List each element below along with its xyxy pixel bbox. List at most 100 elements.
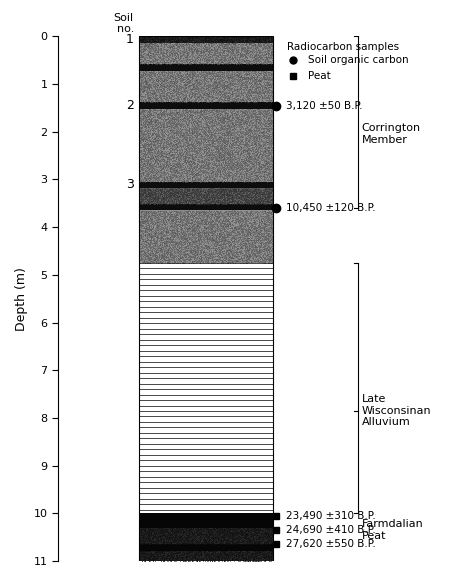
Point <box>260 173 267 183</box>
Point <box>210 531 217 541</box>
Point <box>205 550 212 559</box>
Point <box>233 228 240 237</box>
Point <box>148 151 155 160</box>
Point <box>141 208 149 218</box>
Point <box>183 225 190 235</box>
Point <box>149 198 156 207</box>
Point <box>243 171 251 180</box>
Point <box>236 115 243 124</box>
Point <box>247 553 254 562</box>
Point <box>223 77 230 86</box>
Point <box>266 162 273 172</box>
Point <box>262 139 270 148</box>
Point <box>256 244 264 254</box>
Point <box>186 153 193 162</box>
Point <box>146 81 153 90</box>
Point <box>185 134 193 143</box>
Point <box>228 168 235 177</box>
Point <box>202 130 209 139</box>
Point <box>207 51 214 60</box>
Point <box>245 224 252 233</box>
Point <box>151 133 158 142</box>
Point <box>222 36 229 45</box>
Point <box>194 66 201 76</box>
Point <box>246 228 253 237</box>
Point <box>219 95 226 105</box>
Point <box>175 44 182 53</box>
Point <box>260 128 267 137</box>
Point <box>180 199 188 208</box>
Point <box>145 221 153 230</box>
Point <box>157 43 164 52</box>
Point <box>171 49 178 58</box>
Point <box>194 538 201 548</box>
Point <box>162 158 169 167</box>
Point <box>182 207 189 216</box>
Point <box>230 136 237 145</box>
Point <box>236 554 243 563</box>
Point <box>174 241 181 250</box>
Point <box>170 256 177 265</box>
Point <box>175 93 182 102</box>
Point <box>136 155 144 164</box>
Point <box>189 175 197 184</box>
Point <box>197 548 204 557</box>
Point <box>156 141 163 150</box>
Point <box>189 191 196 201</box>
Point <box>175 171 182 180</box>
Point <box>255 247 262 256</box>
Point <box>149 76 156 85</box>
Point <box>181 34 188 44</box>
Point <box>239 160 247 169</box>
Point <box>154 173 161 183</box>
Point <box>207 113 214 122</box>
Point <box>250 133 257 143</box>
Point <box>148 526 156 535</box>
Point <box>179 104 186 113</box>
Point <box>167 155 175 164</box>
Point <box>213 255 220 265</box>
Point <box>267 197 274 207</box>
Point <box>213 218 220 228</box>
Point <box>203 131 211 140</box>
Point <box>172 184 180 193</box>
Point <box>188 211 195 221</box>
Point <box>185 195 193 204</box>
Point <box>210 553 217 562</box>
Point <box>176 548 183 557</box>
Point <box>189 245 196 254</box>
Point <box>198 124 206 133</box>
Point <box>158 50 165 59</box>
Point <box>159 533 166 542</box>
Point <box>174 207 181 217</box>
Point <box>153 210 160 219</box>
Point <box>184 555 191 564</box>
Point <box>234 51 241 61</box>
Point <box>144 246 151 255</box>
Point <box>142 251 149 260</box>
Point <box>214 212 221 222</box>
Point <box>191 37 198 47</box>
Point <box>179 186 186 195</box>
Point <box>174 113 181 123</box>
Point <box>257 148 264 158</box>
Point <box>243 97 251 106</box>
Point <box>265 229 272 239</box>
Point <box>205 155 212 164</box>
Point <box>145 222 152 232</box>
Point <box>261 139 268 148</box>
Point <box>167 184 174 193</box>
Point <box>233 529 240 538</box>
Point <box>264 80 271 90</box>
Point <box>168 198 176 208</box>
Point <box>156 112 163 122</box>
Point <box>172 229 179 239</box>
Point <box>243 236 250 246</box>
Point <box>224 136 231 146</box>
Point <box>146 523 153 533</box>
Point <box>177 110 184 119</box>
Point <box>221 55 229 64</box>
Point <box>265 119 272 129</box>
Point <box>186 117 193 126</box>
Point <box>166 41 173 50</box>
